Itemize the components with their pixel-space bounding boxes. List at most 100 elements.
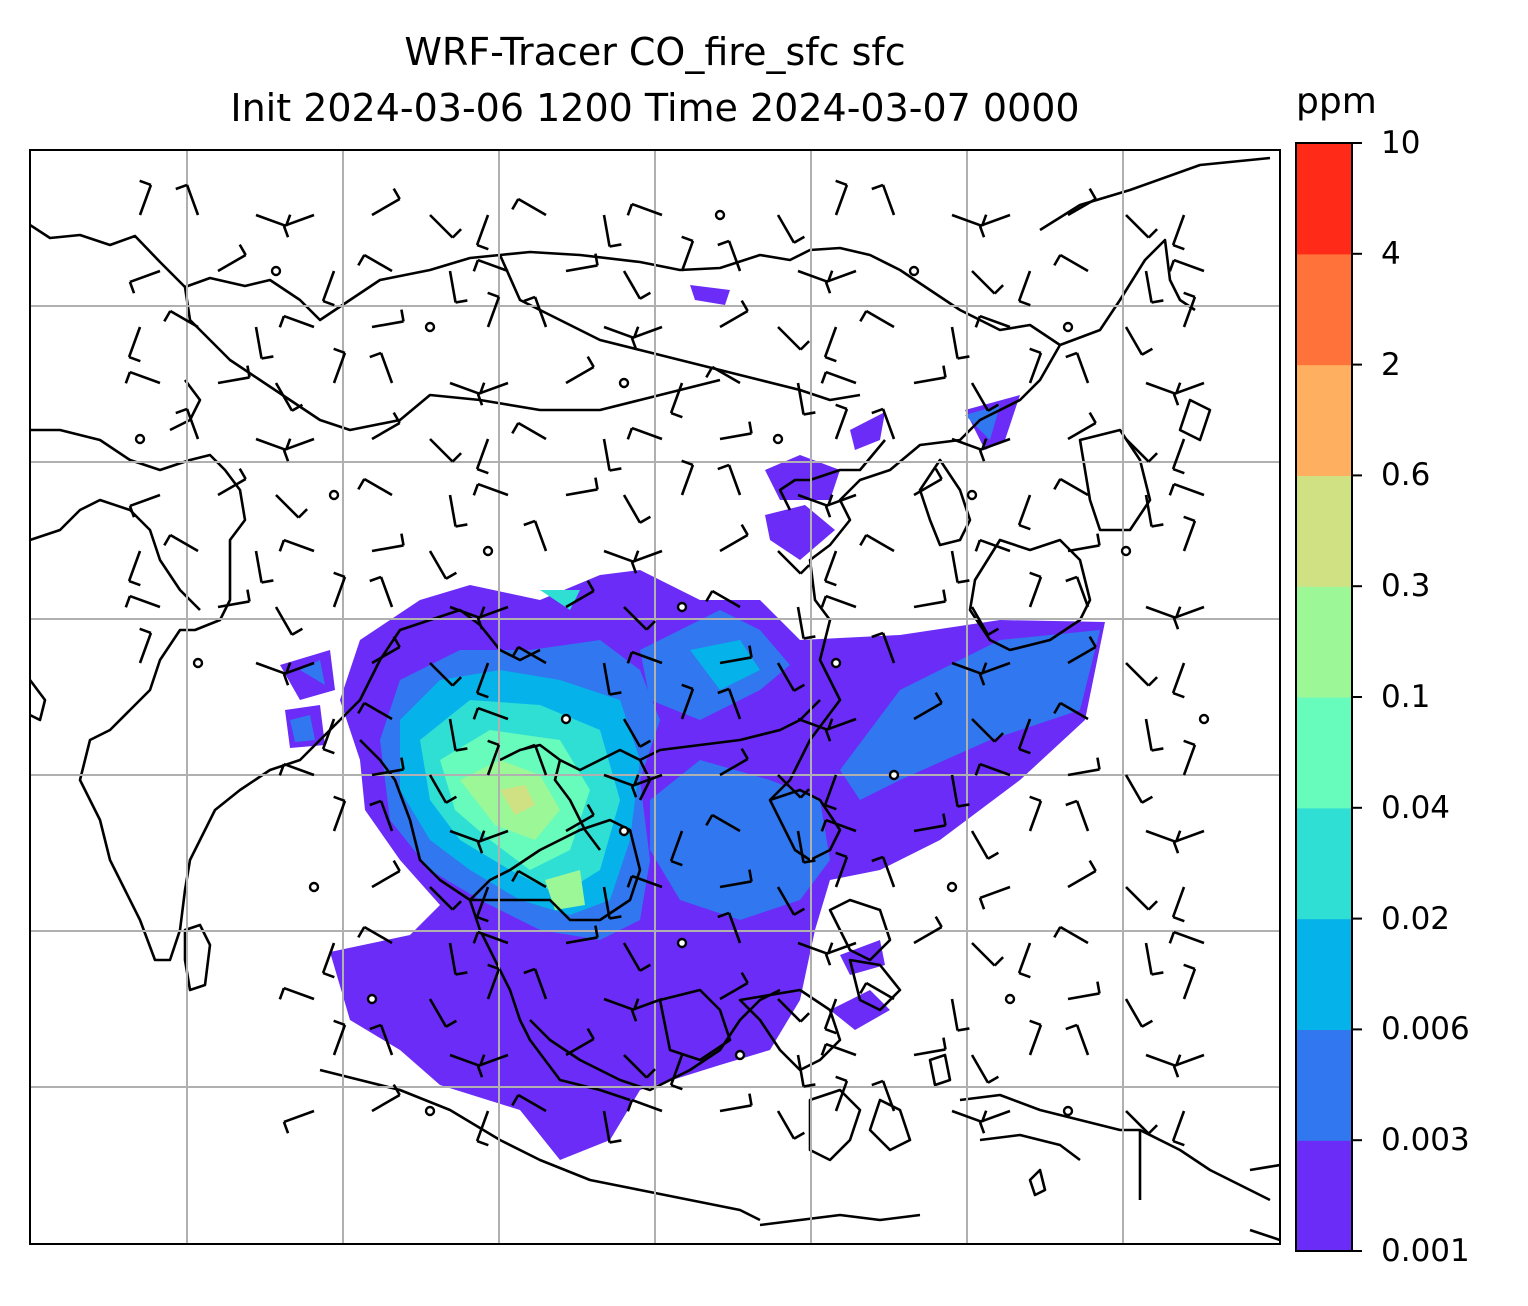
wind-barb xyxy=(369,575,394,608)
wind-barb xyxy=(163,309,199,329)
wind-barb xyxy=(371,411,401,441)
wind-barb xyxy=(1065,351,1090,384)
wind-barb xyxy=(511,197,547,217)
wind-barb xyxy=(1144,494,1164,528)
plume-contour-24 xyxy=(500,785,535,815)
wind-barb xyxy=(1168,258,1205,273)
wind-barb xyxy=(717,911,742,944)
calm-wind-marker xyxy=(734,1049,746,1061)
wind-barb xyxy=(796,606,816,640)
wind-barb xyxy=(824,717,857,742)
wind-barb xyxy=(859,309,895,329)
plume-contour-4 xyxy=(765,505,835,560)
colorbar-bands xyxy=(1296,143,1352,1252)
wind-barb xyxy=(1053,253,1089,273)
wind-barb xyxy=(1017,494,1032,531)
wind-barb xyxy=(776,214,806,244)
coastline-segment-26 xyxy=(828,898,892,962)
wind-barb xyxy=(602,886,622,920)
wind-barb xyxy=(776,886,806,916)
calm-wind-marker xyxy=(888,769,900,781)
wind-barb xyxy=(511,1093,547,1113)
wind-barb xyxy=(476,829,509,854)
coastline-segment-6 xyxy=(968,538,1092,652)
wind-barb xyxy=(429,214,463,239)
wind-barb xyxy=(970,1054,1000,1084)
colorbar-band-1 xyxy=(1296,1029,1352,1141)
wind-barb xyxy=(475,662,490,699)
wind-barb xyxy=(1067,411,1097,441)
colorbar-band-7 xyxy=(1296,364,1352,476)
wind-barb xyxy=(622,718,652,748)
wind-barb xyxy=(971,270,1005,295)
wind-barb xyxy=(429,438,463,463)
wind-barb xyxy=(278,314,315,329)
wind-barb xyxy=(871,407,896,440)
wind-barb xyxy=(254,550,274,584)
wind-barb xyxy=(834,1075,849,1112)
coastline-segment-38 xyxy=(1249,1228,1280,1242)
wind-barb xyxy=(565,477,599,497)
wind-barb xyxy=(1168,482,1205,497)
wind-barb xyxy=(128,269,161,294)
wind-barb xyxy=(332,347,347,384)
plume-contour-1 xyxy=(280,650,335,700)
wind-barb xyxy=(820,1042,857,1057)
wind-barb xyxy=(719,299,749,329)
calm-wind-marker xyxy=(270,265,282,277)
wind-barb xyxy=(282,1109,315,1134)
wind-barb xyxy=(428,998,458,1028)
wind-barb xyxy=(565,579,595,609)
wind-barb xyxy=(1028,571,1043,608)
wind-barb xyxy=(1017,942,1032,979)
wind-barb xyxy=(282,661,315,686)
wind-barb xyxy=(777,774,811,799)
wind-barb xyxy=(1065,575,1090,608)
wind-barb xyxy=(705,813,741,833)
map-frame xyxy=(29,149,1281,1245)
wind-barb xyxy=(626,1098,663,1113)
calm-wind-marker xyxy=(1198,713,1210,725)
wind-barb xyxy=(971,718,1005,743)
wind-barb xyxy=(705,589,741,609)
wind-barb xyxy=(475,886,490,923)
wind-barb xyxy=(321,718,336,755)
calm-wind-marker xyxy=(482,545,494,557)
calm-wind-marker xyxy=(1120,545,1132,557)
wind-barb xyxy=(871,631,896,664)
coastline-segment-14 xyxy=(359,739,631,1102)
calm-wind-marker xyxy=(308,881,320,893)
calm-wind-marker xyxy=(424,1105,436,1117)
wind-barb xyxy=(626,202,663,217)
wind-barb xyxy=(970,606,1000,636)
wind-barb xyxy=(332,571,347,608)
wind-barb xyxy=(950,998,970,1032)
wind-barb xyxy=(486,291,501,328)
calm-wind-marker xyxy=(830,657,842,669)
wind-barb xyxy=(823,550,838,587)
wind-barb xyxy=(175,183,200,216)
calm-wind-marker xyxy=(560,713,572,725)
wind-barb xyxy=(371,187,401,217)
colorbar-band-2 xyxy=(1296,918,1352,1030)
co-fire-concentration-field xyxy=(280,285,1105,1160)
wind-barb xyxy=(472,706,509,721)
wind-barb xyxy=(1182,739,1197,776)
wind-barb xyxy=(371,635,401,665)
wind-barb xyxy=(1144,718,1164,752)
wind-barb xyxy=(630,773,663,798)
wind-barb xyxy=(630,549,663,574)
wind-barb xyxy=(978,1109,1011,1134)
colorbar-band-5 xyxy=(1296,586,1352,698)
wind-barb xyxy=(565,925,599,945)
wind-barb xyxy=(448,494,468,528)
wind-barb xyxy=(1067,533,1101,553)
wind-barb xyxy=(163,533,199,553)
wind-barb xyxy=(630,997,663,1022)
wind-barb xyxy=(1067,635,1097,665)
wind-barb xyxy=(511,869,547,889)
wind-barb xyxy=(978,661,1011,686)
wind-barb xyxy=(565,1027,595,1057)
calm-wind-marker xyxy=(1062,1105,1074,1117)
wind-barb xyxy=(1125,1110,1159,1135)
